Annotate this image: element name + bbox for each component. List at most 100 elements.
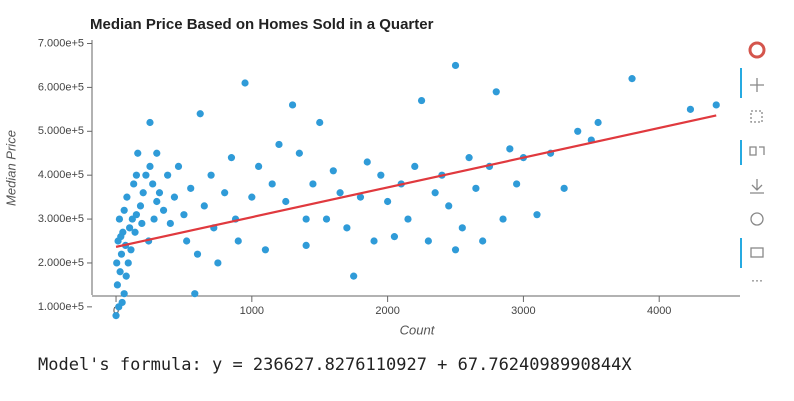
chart-title: Median Price Based on Homes Sold in a Qu… (90, 16, 434, 33)
data-point (113, 281, 121, 289)
data-point (153, 197, 161, 206)
data-point (138, 219, 146, 228)
data-point (594, 118, 602, 127)
data-point (288, 101, 297, 109)
data-point (336, 189, 344, 197)
formula: Model's formula: y = 236627.8276110927 +… (38, 355, 632, 375)
data-point (329, 167, 337, 175)
data-point (384, 197, 392, 206)
regression-line (115, 114, 717, 248)
data-point (174, 162, 183, 171)
data-point (200, 202, 208, 210)
y-tick-label: 4.000e+5 (38, 169, 84, 181)
data-point (120, 206, 128, 214)
box-zoom-tool[interactable] (750, 110, 763, 123)
hover-tool[interactable] (750, 247, 764, 258)
data-point (221, 189, 229, 197)
data-point (131, 228, 139, 236)
data-point (139, 189, 147, 197)
wheel-zoom-tool[interactable] (749, 146, 765, 156)
data-point (153, 149, 161, 157)
data-point (282, 197, 290, 206)
data-point (117, 233, 125, 241)
data-point (411, 162, 419, 171)
data-point (248, 193, 256, 201)
data-point (492, 88, 500, 96)
data-point (451, 246, 460, 254)
data-point (322, 215, 331, 223)
data-point (451, 61, 460, 70)
data-point (146, 118, 154, 127)
data-point (191, 290, 199, 298)
y-tick-label: 6.000e+5 (38, 81, 84, 93)
y-tick-label: 1.000e+5 (38, 301, 84, 313)
bokeh-logo (748, 41, 766, 59)
data-point (124, 259, 132, 267)
data-point (499, 215, 507, 223)
data-point (132, 171, 141, 179)
data-point (302, 215, 310, 223)
data-point (142, 171, 150, 179)
data-point (370, 237, 378, 245)
data-point (479, 237, 487, 245)
data-point (560, 184, 568, 192)
x-tick-label: 2000 (375, 305, 399, 317)
y-tick-label: 7.000e+5 (38, 37, 84, 49)
data-point (431, 189, 439, 197)
data-point (417, 96, 426, 105)
data-point (115, 215, 124, 223)
data-point (146, 162, 154, 171)
data-point (343, 224, 351, 232)
y-tick-label: 2.000e+5 (38, 257, 84, 269)
data-point (458, 224, 466, 232)
data-point (166, 219, 174, 228)
data-point (136, 202, 145, 210)
data-point (628, 75, 636, 83)
data-point (207, 171, 215, 179)
data-point (234, 237, 242, 245)
data-point (506, 145, 514, 153)
data-point (472, 184, 480, 192)
data-point (255, 162, 263, 171)
data-point (116, 268, 124, 276)
data-point (533, 211, 541, 219)
data-point (183, 237, 191, 245)
data-point (712, 101, 720, 109)
data-point (686, 105, 695, 113)
data-point (390, 233, 399, 241)
data-point (275, 140, 283, 149)
x-tick-label: 1000 (240, 305, 264, 317)
data-point (574, 127, 582, 135)
data-point (164, 171, 172, 179)
pan-tool[interactable] (750, 78, 764, 92)
data-point (149, 180, 157, 188)
data-point (122, 272, 130, 280)
data-point (214, 259, 222, 267)
data-point (155, 189, 164, 197)
data-point (123, 193, 131, 201)
y-tick-label: 5.000e+5 (38, 125, 84, 137)
data-point (132, 211, 141, 219)
x-axis-label: Count (400, 322, 436, 337)
data-point (134, 149, 142, 157)
data-point (261, 246, 270, 254)
data-point (302, 241, 310, 250)
data-point (241, 79, 249, 87)
data-point (295, 149, 303, 157)
data-point (513, 180, 521, 188)
x-tick-label: 4000 (647, 305, 671, 317)
more-tools[interactable]: ··· (751, 273, 763, 287)
data-point (187, 184, 195, 192)
data-point (377, 171, 385, 179)
data-point (227, 154, 236, 162)
save-tool[interactable] (750, 179, 764, 194)
y-tick-label: 3.000e+5 (38, 213, 84, 225)
toolbar: ··· (740, 41, 766, 287)
data-point (309, 180, 317, 188)
reset-tool[interactable] (750, 212, 764, 226)
data-point (424, 237, 432, 245)
data-point (113, 259, 121, 267)
data-point (117, 250, 126, 258)
data-point (170, 193, 179, 201)
